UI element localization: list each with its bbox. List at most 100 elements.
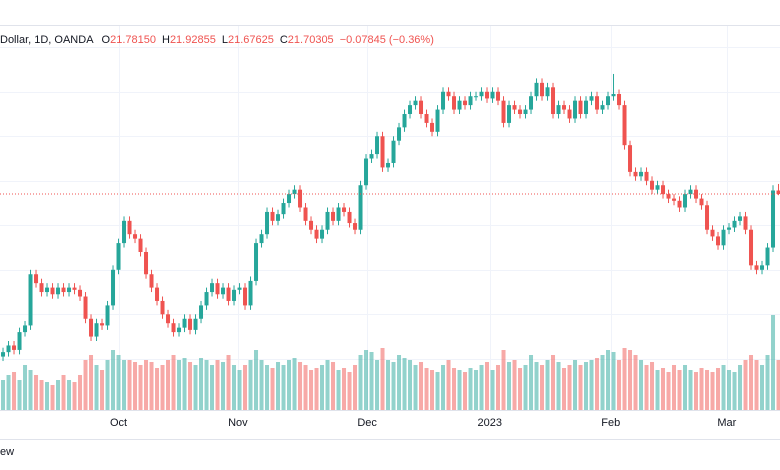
volume-bar	[375, 360, 380, 410]
volume-bar	[408, 360, 413, 410]
candle-body	[688, 189, 693, 195]
volume-bar	[292, 358, 297, 410]
volume-bar	[732, 372, 737, 410]
candle-body	[754, 265, 759, 270]
volume-bar	[743, 360, 748, 410]
volume-bar	[727, 370, 732, 410]
volume-bar	[688, 370, 693, 410]
volume-bar	[644, 365, 649, 410]
candle-body	[655, 185, 660, 190]
candle-body	[160, 300, 165, 315]
candle-body	[325, 211, 330, 230]
volume-bar	[776, 360, 780, 410]
candle-body	[523, 109, 528, 115]
volume-bar	[765, 355, 770, 410]
volume-bar	[237, 370, 242, 410]
volume-bar	[628, 350, 633, 410]
candle-body	[573, 100, 578, 119]
volume-bar	[303, 365, 308, 410]
grid	[0, 25, 780, 410]
volume-bar	[496, 365, 501, 410]
candle-body	[501, 100, 506, 123]
volume-bar	[94, 365, 99, 410]
candle-body	[116, 243, 121, 270]
volume-bar	[89, 355, 94, 410]
candle-body	[56, 287, 61, 295]
volume-bar	[133, 362, 138, 410]
candle-body	[221, 287, 226, 295]
volume-bar	[622, 348, 627, 410]
candle-body	[12, 345, 17, 350]
candle-body	[771, 190, 776, 248]
candle-body	[23, 325, 28, 333]
volume-bar	[166, 360, 171, 410]
candle-body	[193, 318, 198, 330]
candle-body	[320, 229, 325, 239]
volume-bar	[683, 365, 688, 410]
volume-bar	[23, 365, 28, 410]
volume-bar	[325, 360, 330, 410]
volume-bar	[380, 348, 385, 410]
candle-body	[358, 185, 363, 230]
candle-body	[727, 227, 732, 230]
candle-body	[556, 105, 561, 115]
candle-body	[254, 243, 259, 281]
candle-body	[529, 96, 534, 110]
volume-bar	[221, 362, 226, 410]
candle-body	[567, 109, 572, 119]
candle-body	[699, 198, 704, 206]
volume-bar	[771, 315, 776, 410]
volume-bar	[386, 360, 391, 410]
legend-key: L	[222, 34, 228, 46]
volume-bar	[710, 372, 715, 410]
volume-bar	[144, 360, 149, 410]
volume-bar	[754, 360, 759, 410]
candle-body	[457, 100, 462, 110]
volume-bar	[479, 365, 484, 410]
volume-bar	[600, 355, 605, 410]
candle-series	[1, 73, 780, 362]
volume-bar	[721, 365, 726, 410]
candle-body	[375, 136, 380, 155]
volume-bar	[540, 365, 545, 410]
candle-body	[589, 96, 594, 101]
volume-bar	[116, 355, 121, 410]
volume-bar	[12, 372, 17, 410]
footer-text: ew	[0, 446, 14, 458]
candle-body	[50, 287, 55, 295]
legend-value: 21.92855	[170, 34, 216, 46]
candle-body	[342, 207, 347, 212]
candle-body	[595, 96, 600, 110]
volume-bar	[760, 365, 765, 410]
candle-body	[67, 287, 72, 293]
candle-body	[463, 100, 468, 106]
candle-body	[452, 96, 457, 110]
candle-body	[600, 105, 605, 110]
candle-body	[78, 289, 83, 297]
volume-bar	[501, 350, 506, 410]
candle-body	[237, 287, 242, 290]
candle-body	[441, 91, 446, 110]
volume-bar	[617, 360, 622, 410]
candle-body	[298, 189, 303, 208]
volume-bar	[534, 362, 539, 410]
candle-body	[430, 122, 435, 132]
volume-bar	[738, 365, 743, 410]
candle-body	[545, 87, 550, 97]
volume-bar	[342, 368, 347, 410]
candle-body	[210, 283, 215, 293]
volume-bar	[677, 370, 682, 410]
volume-bar	[457, 370, 462, 410]
candle-body	[199, 305, 204, 319]
candle-body	[45, 287, 50, 293]
volume-bar	[452, 368, 457, 410]
candle-body	[644, 171, 649, 181]
candle-body	[72, 287, 77, 290]
candle-body	[89, 318, 94, 337]
candle-body	[380, 136, 385, 168]
volume-bar	[595, 358, 600, 410]
x-tick-label: Feb	[601, 417, 620, 429]
candle-body	[347, 211, 352, 224]
